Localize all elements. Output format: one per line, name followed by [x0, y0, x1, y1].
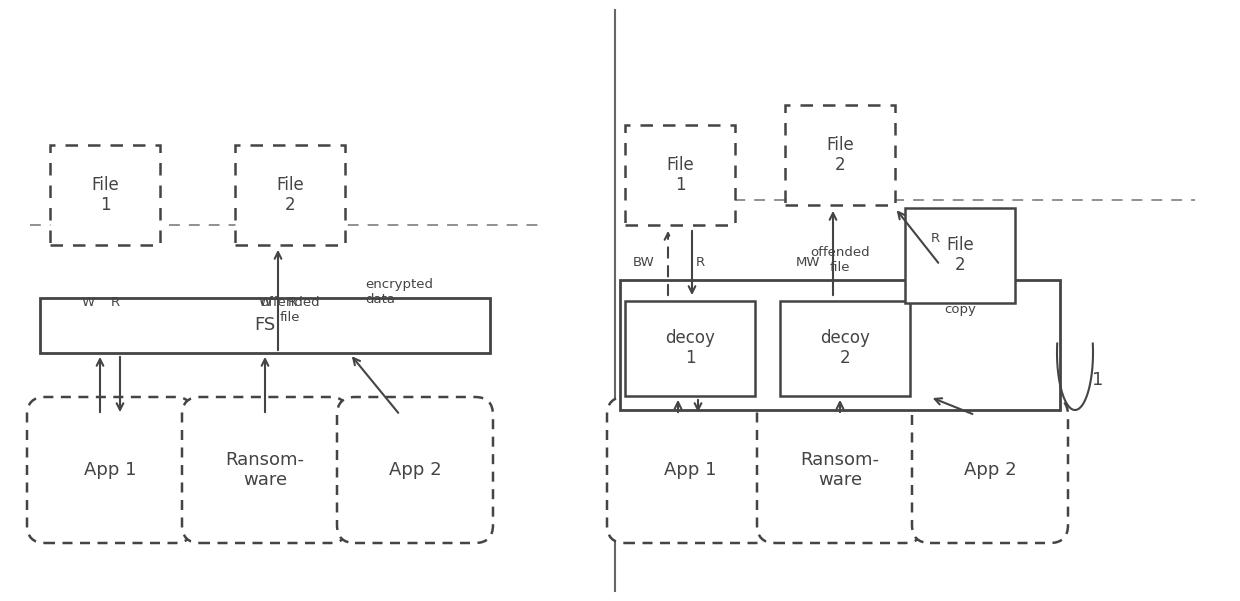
Text: File
1: File 1	[666, 156, 694, 194]
Text: File
2: File 2	[946, 236, 973, 275]
FancyBboxPatch shape	[337, 397, 494, 543]
Bar	[40, 297, 490, 353]
FancyBboxPatch shape	[756, 397, 923, 543]
Text: FS: FS	[254, 316, 275, 334]
Bar	[50, 145, 160, 245]
Text: decoy
2: decoy 2	[820, 329, 870, 367]
Bar	[625, 300, 755, 395]
Bar	[625, 125, 735, 225]
Text: W: W	[82, 296, 94, 310]
Text: File
2: File 2	[277, 175, 304, 215]
Bar	[236, 145, 345, 245]
Text: R: R	[288, 296, 296, 310]
Text: Ransom-
ware: Ransom- ware	[801, 451, 879, 489]
Text: MW: MW	[796, 255, 820, 269]
Text: File
1: File 1	[91, 175, 119, 215]
FancyBboxPatch shape	[182, 397, 348, 543]
Text: File
2: File 2	[826, 136, 854, 174]
Text: offended
file: offended file	[810, 246, 869, 274]
Text: R: R	[696, 255, 704, 269]
Text: R: R	[930, 231, 940, 245]
Text: App 2: App 2	[388, 461, 441, 479]
Text: Ransom-
ware: Ransom- ware	[226, 451, 305, 489]
Text: App 1: App 1	[84, 461, 136, 479]
Text: R: R	[110, 296, 119, 310]
Text: decoy
1: decoy 1	[665, 329, 715, 367]
Bar	[905, 207, 1016, 302]
Text: offended
file: offended file	[260, 296, 320, 324]
Bar	[780, 300, 910, 395]
Bar	[785, 105, 895, 205]
FancyBboxPatch shape	[608, 397, 773, 543]
Text: App 1: App 1	[663, 461, 717, 479]
Bar	[620, 280, 1060, 410]
Text: W: W	[258, 296, 272, 310]
Text: BW: BW	[634, 255, 655, 269]
Text: 1: 1	[1092, 371, 1104, 389]
Text: App 2: App 2	[963, 461, 1017, 479]
FancyBboxPatch shape	[27, 397, 193, 543]
Text: encrypted
data: encrypted data	[365, 278, 433, 306]
FancyBboxPatch shape	[911, 397, 1068, 543]
Text: copy: copy	[944, 304, 976, 317]
